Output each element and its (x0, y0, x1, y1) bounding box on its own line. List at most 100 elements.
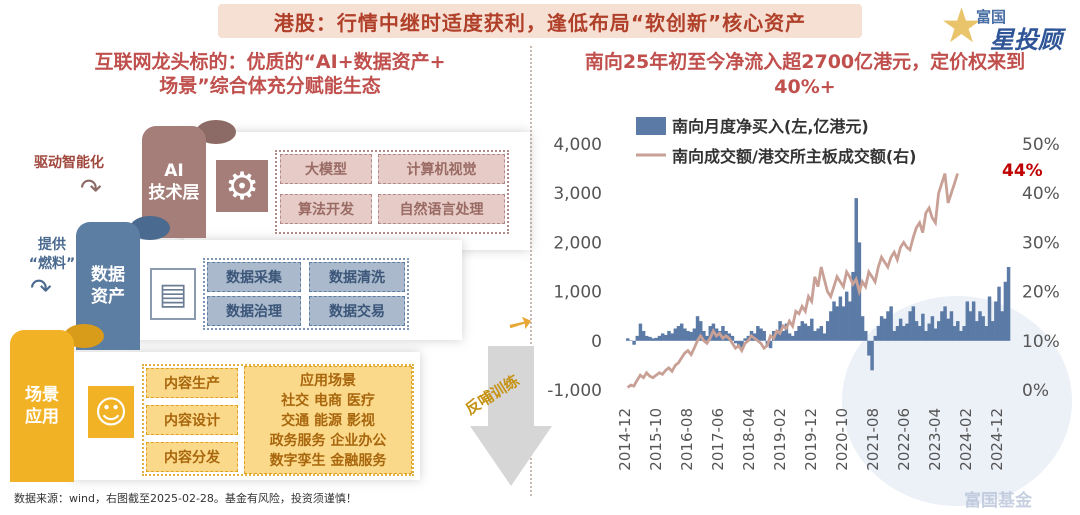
net-buy-bar (784, 323, 789, 341)
legend-label: 南向月度净买入(左,亿港元) (672, 117, 869, 136)
up-arrow-icon: ➚ (500, 302, 541, 345)
net-buy-bar (822, 333, 827, 341)
net-buy-bar (660, 333, 665, 341)
right-tick-label: 10% (1022, 332, 1060, 352)
peak-annotation: 44% (1002, 161, 1043, 181)
net-buy-bar (1000, 311, 1004, 341)
net-buy-bar (952, 326, 957, 341)
net-buy-bar (965, 301, 970, 341)
left-tick-label: 1,000 (553, 283, 602, 303)
net-buy-bar (648, 336, 652, 341)
x-tick-label: 2019-02 (771, 408, 789, 471)
star-icon: ★ (940, 0, 984, 54)
x-tick-label: 2024-12 (988, 408, 1006, 471)
net-buy-bar (927, 323, 931, 341)
fuel-label: 提供 “燃料” (28, 237, 76, 272)
curved-arrow-icon: ↷ (80, 174, 102, 204)
curved-arrow-icon: ↷ (30, 274, 52, 304)
net-buy-bar (949, 311, 954, 341)
net-buy-bar (984, 326, 989, 341)
net-buy-bar (759, 328, 763, 341)
x-tick-label: 2015-10 (647, 408, 665, 471)
left-title: 互联网龙头标的：优质的“AI+数据资产+ 场景”综合体充分赋能生态 (94, 51, 446, 97)
ai-tag: 大模型 (280, 154, 372, 184)
net-buy-bar (638, 323, 643, 341)
logo-text-top: 富国 (976, 8, 1007, 26)
net-buy-bar (990, 321, 995, 341)
net-buy-bar (651, 338, 655, 341)
left-tick-label: 4,000 (553, 135, 602, 155)
net-buy-bar (937, 321, 941, 341)
net-buy-bar (721, 326, 725, 341)
ai-tag-group (275, 150, 509, 234)
net-buy-bar (810, 318, 814, 341)
net-buy-bar (873, 335, 878, 341)
ai-tag: 计算机视觉 (378, 154, 505, 184)
app-layer-scroll: 场景 应用 (10, 330, 74, 482)
net-buy-bar (813, 330, 817, 341)
net-buy-bar (708, 326, 712, 341)
ai-tag: 算法开发 (280, 194, 372, 224)
net-buy-bar (686, 330, 690, 341)
right-title: 南向25年初至今净流入超2700亿港元，定价权来到 40%+ (584, 51, 1026, 98)
turnover-ratio-line (626, 173, 959, 389)
ai-layer-scroll: AI 技术层 (142, 126, 206, 238)
net-buy-bar (854, 198, 858, 341)
net-buy-bar (832, 301, 836, 341)
net-buy-bar (908, 311, 912, 341)
net-buy-bar (917, 326, 922, 341)
flow-chart: -1,000 0 1,000 2,000 3,000 4,000 0% 10% 20% 30% 40… (547, 117, 1060, 471)
net-buy-bar (825, 321, 830, 341)
net-buy-bar (981, 316, 985, 341)
net-buy-bar (879, 316, 884, 341)
net-buy-bar (683, 328, 687, 341)
net-buy-bar (924, 330, 928, 341)
legend-label: 南向成交额/港交所主板成交额(右) (672, 147, 916, 166)
x-tick-label: 2018-04 (740, 408, 758, 471)
x-tick-label: 2014-12 (616, 408, 634, 471)
net-buy-bar (794, 330, 798, 341)
net-buy-bar (775, 333, 779, 341)
net-buy-bar (629, 340, 633, 341)
net-buy-bar (689, 331, 693, 341)
net-buy-bar (959, 330, 963, 341)
net-buy-bar (841, 306, 846, 341)
net-buy-bar (829, 311, 833, 341)
ai-tag: 自然语言处理 (378, 194, 505, 224)
net-buy-bar (800, 321, 805, 341)
net-buy-bar (657, 335, 662, 341)
net-buy-bar (806, 326, 811, 341)
net-buy-bar (848, 301, 852, 341)
net-buy-bar (987, 296, 992, 341)
net-buy-bar (943, 306, 947, 341)
net-buy-bar (632, 340, 636, 345)
net-buy-bar (670, 333, 674, 341)
watermark-text: 富国基金 (964, 491, 1032, 511)
net-buy-bar (733, 340, 738, 344)
net-buy-bar (743, 338, 747, 341)
net-buy-bar (956, 321, 960, 341)
x-tick-label: 2021-08 (864, 408, 882, 471)
net-buy-bar (740, 340, 744, 349)
net-buy-bar (702, 330, 706, 341)
net-buy-bar (1006, 267, 1011, 341)
net-buy-bar (946, 318, 951, 341)
net-buy-bar (851, 271, 855, 341)
net-buy-bar (844, 291, 849, 341)
data-layer-scroll: 数据 资产 (76, 222, 140, 350)
net-buy-bar (787, 333, 792, 341)
x-tick-label: 2019-12 (802, 408, 820, 471)
net-buy-bar (1003, 281, 1008, 341)
right-tick-label: 20% (1022, 283, 1060, 303)
net-buy-bar (781, 330, 785, 341)
scene-list: 应用场景 社交 电商 医疗 交通 能源 影视 政务服务 企业办公 数字孪生 金融… (244, 366, 412, 474)
left-tick-label: 0 (591, 332, 602, 352)
net-buy-bar (905, 323, 909, 341)
net-buy-bar (819, 326, 824, 341)
net-buy-bar (860, 316, 865, 341)
data-tag: 数据交易 (309, 296, 405, 326)
net-buy-bar (898, 318, 903, 341)
net-buy-bar (921, 313, 925, 341)
gear-icon: ⚙ (216, 160, 268, 212)
net-buy-bar (835, 306, 839, 341)
